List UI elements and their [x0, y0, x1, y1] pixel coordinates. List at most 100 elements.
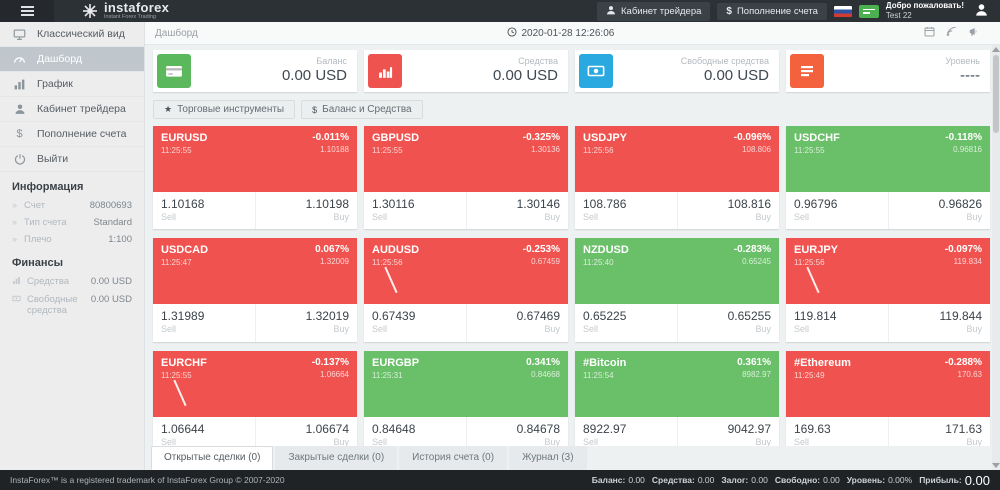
free-margin-value: 0.00 USD	[90, 294, 132, 305]
megaphone-icon[interactable]	[968, 24, 980, 42]
sidebar-item-dashboard[interactable]: Дашборд	[0, 47, 144, 72]
sell-button[interactable]: 0.96796 Sell	[786, 192, 889, 230]
buy-button[interactable]: 0.84678 Buy	[467, 417, 569, 447]
logo-subtitle: Instant Forex Trading	[104, 14, 156, 21]
instrument-tile[interactable]: EURJPY 11:25:56 -0.097% 119.834 119	[786, 238, 991, 342]
balance-funds-button[interactable]: $ Баланс и Средства	[301, 100, 423, 119]
sell-button[interactable]: 108.786 Sell	[575, 192, 678, 230]
buy-price: 0.65255	[727, 309, 771, 324]
sidebar-item-chart[interactable]: График	[0, 72, 144, 97]
rss-icon[interactable]	[946, 24, 957, 42]
scroll-up-icon[interactable]	[992, 47, 1000, 52]
tile-prices: 169.63 Sell 171.63 Buy	[786, 416, 991, 447]
scroll-down-icon[interactable]	[992, 463, 1000, 468]
sell-button[interactable]: 169.63 Sell	[786, 416, 889, 446]
instrument-tile[interactable]: AUDUSD 11:25:56 -0.253% 0.67459 0.6	[364, 238, 569, 342]
sidebar-item-trader-cabinet[interactable]: Кабинет трейдера	[0, 97, 144, 122]
tab-open-deals[interactable]: Открытые сделки (0)	[151, 446, 274, 470]
payment-card-icon[interactable]	[858, 4, 879, 18]
buy-button[interactable]: 0.65255 Buy	[678, 304, 780, 341]
instaforex-logo-icon	[82, 3, 98, 19]
tile-prices: 0.65225 Sell 0.65255 Buy	[575, 304, 780, 342]
russian-flag-icon[interactable]	[833, 5, 852, 17]
footer-stat: Свободно: 0.00	[774, 475, 840, 485]
last-price: 1.30136	[531, 145, 560, 154]
instrument-tile[interactable]: #Bitcoin 11:25:54 0.361% 8982.97 89	[575, 350, 780, 447]
sell-button[interactable]: 119.814 Sell	[786, 304, 889, 342]
tab-journal[interactable]: Журнал (3)	[509, 446, 587, 470]
footer-stat: Средства: 0.00	[651, 475, 715, 485]
sell-button[interactable]: 1.10168 Sell	[153, 192, 256, 230]
sell-button[interactable]: 0.67439 Sell	[364, 304, 467, 342]
instrument-tile[interactable]: USDCAD 11:25:47 0.067% 1.32009 1.31	[153, 238, 358, 342]
instrument-tile[interactable]: EURUSD 11:25:55 -0.011% 1.10188 1.1	[153, 126, 358, 230]
instrument-tile[interactable]: USDJPY 11:25:56 -0.096% 108.806 108	[575, 126, 780, 230]
change-percent: -0.288%	[944, 356, 982, 368]
account-type: Standard	[93, 217, 132, 228]
buy-price: 9042.97	[727, 421, 771, 436]
instrument-tile[interactable]: USDCHF 11:25:55 -0.118% 0.96816 0.9	[786, 126, 991, 230]
sell-button[interactable]: 0.65225 Sell	[575, 304, 678, 342]
buy-button[interactable]: 119.844 Buy	[889, 304, 991, 341]
instrument-tile[interactable]: GBPUSD 11:25:55 -0.325% 1.30136 1.3	[364, 126, 569, 230]
avatar[interactable]	[971, 3, 992, 19]
buy-button[interactable]: 9042.97 Buy	[678, 417, 780, 447]
sidebar-item-deposit[interactable]: $ Пополнение счета	[0, 122, 144, 147]
change-percent: -0.325%	[522, 132, 560, 143]
buy-button[interactable]: 0.67469 Buy	[467, 304, 569, 341]
menu-toggle-icon[interactable]	[0, 0, 54, 22]
calendar-icon[interactable]	[924, 24, 935, 42]
buy-button[interactable]: 0.96826 Buy	[889, 192, 991, 229]
buy-price: 171.63	[945, 421, 982, 436]
sell-button[interactable]: 1.31989 Sell	[153, 304, 256, 342]
instrument-symbol: AUDUSD	[372, 244, 420, 257]
trading-instruments-button[interactable]: ★ Торговые инструменты	[153, 100, 296, 119]
tile-quote-panel: #Bitcoin 11:25:54 0.361% 8982.97	[575, 350, 779, 417]
account-number-row: » Счет 80800693	[12, 200, 132, 211]
instrument-tile[interactable]: #Ethereum 11:25:49 -0.288% 170.63 1	[786, 350, 991, 447]
sidebar-item-classic-view[interactable]: Классический вид	[0, 22, 144, 47]
last-price: 0.65245	[742, 257, 771, 267]
balance-card: Баланс 0.00 USD	[153, 50, 357, 92]
instrument-symbol: NZDUSD	[583, 244, 629, 257]
sell-button[interactable]: 0.84648 Sell	[364, 416, 467, 446]
sell-button[interactable]: 8922.97 Sell	[575, 416, 678, 446]
instrument-tile[interactable]: EURGBP 11:25:31 0.341% 0.84668 0.84	[364, 350, 569, 447]
tile-prices: 0.67439 Sell 0.67469 Buy	[364, 304, 569, 342]
main-area: Дашборд 2020-01-28 12:26:06 Баланс 0.00 …	[145, 22, 1000, 470]
buy-button[interactable]: 171.63 Buy	[889, 417, 991, 447]
sell-price: 119.814	[794, 309, 837, 324]
instrument-tile[interactable]: EURCHF 11:25:55 -0.137% 1.06664 1.0	[153, 350, 358, 447]
buy-button[interactable]: 108.816 Buy	[678, 192, 780, 229]
buy-button[interactable]: 1.06674 Buy	[256, 417, 358, 447]
trader-cabinet-button[interactable]: Кабинет трейдера	[597, 1, 711, 21]
copyright: InstaForex™ is a registered trademark of…	[10, 475, 285, 485]
instrument-symbol: USDJPY	[583, 132, 628, 144]
buy-price: 1.10198	[305, 197, 349, 211]
tile-quote-panel: #Ethereum 11:25:49 -0.288% 170.63	[786, 350, 990, 417]
sell-price: 1.10168	[161, 197, 205, 211]
user-icon	[606, 5, 616, 18]
footer-stat: Баланс: 0.00	[591, 475, 645, 485]
last-price: 119.834	[953, 257, 982, 267]
buy-button[interactable]: 1.32019 Buy	[256, 304, 358, 341]
sell-button[interactable]: 1.06644 Sell	[153, 416, 256, 446]
buy-button[interactable]: 1.30146 Buy	[467, 192, 569, 229]
buy-button[interactable]: 1.10198 Buy	[256, 192, 358, 229]
scrollbar-thumb[interactable]	[993, 55, 999, 133]
quote-time: 11:25:55	[372, 146, 403, 155]
dollar-icon: $	[312, 104, 318, 115]
vertical-scrollbar[interactable]	[992, 45, 1000, 470]
sidebar-item-logout[interactable]: Выйти	[0, 147, 144, 172]
deposit-button[interactable]: $ Пополнение счета	[717, 2, 827, 20]
tab-closed-deals[interactable]: Закрытые сделки (0)	[275, 446, 398, 470]
bar-chart-icon	[12, 78, 27, 91]
change-percent: -0.118%	[945, 132, 982, 143]
tile-quote-panel: EURUSD 11:25:55 -0.011% 1.10188	[153, 126, 357, 192]
equity-value: 0.00 USD	[492, 67, 558, 85]
change-percent: 0.341%	[526, 356, 560, 368]
tab-account-history[interactable]: История счета (0)	[399, 446, 508, 470]
instrument-tile[interactable]: NZDUSD 11:25:40 -0.283% 0.65245 0.6	[575, 238, 780, 342]
clock-icon	[507, 26, 517, 40]
sell-button[interactable]: 1.30116 Sell	[364, 192, 467, 230]
